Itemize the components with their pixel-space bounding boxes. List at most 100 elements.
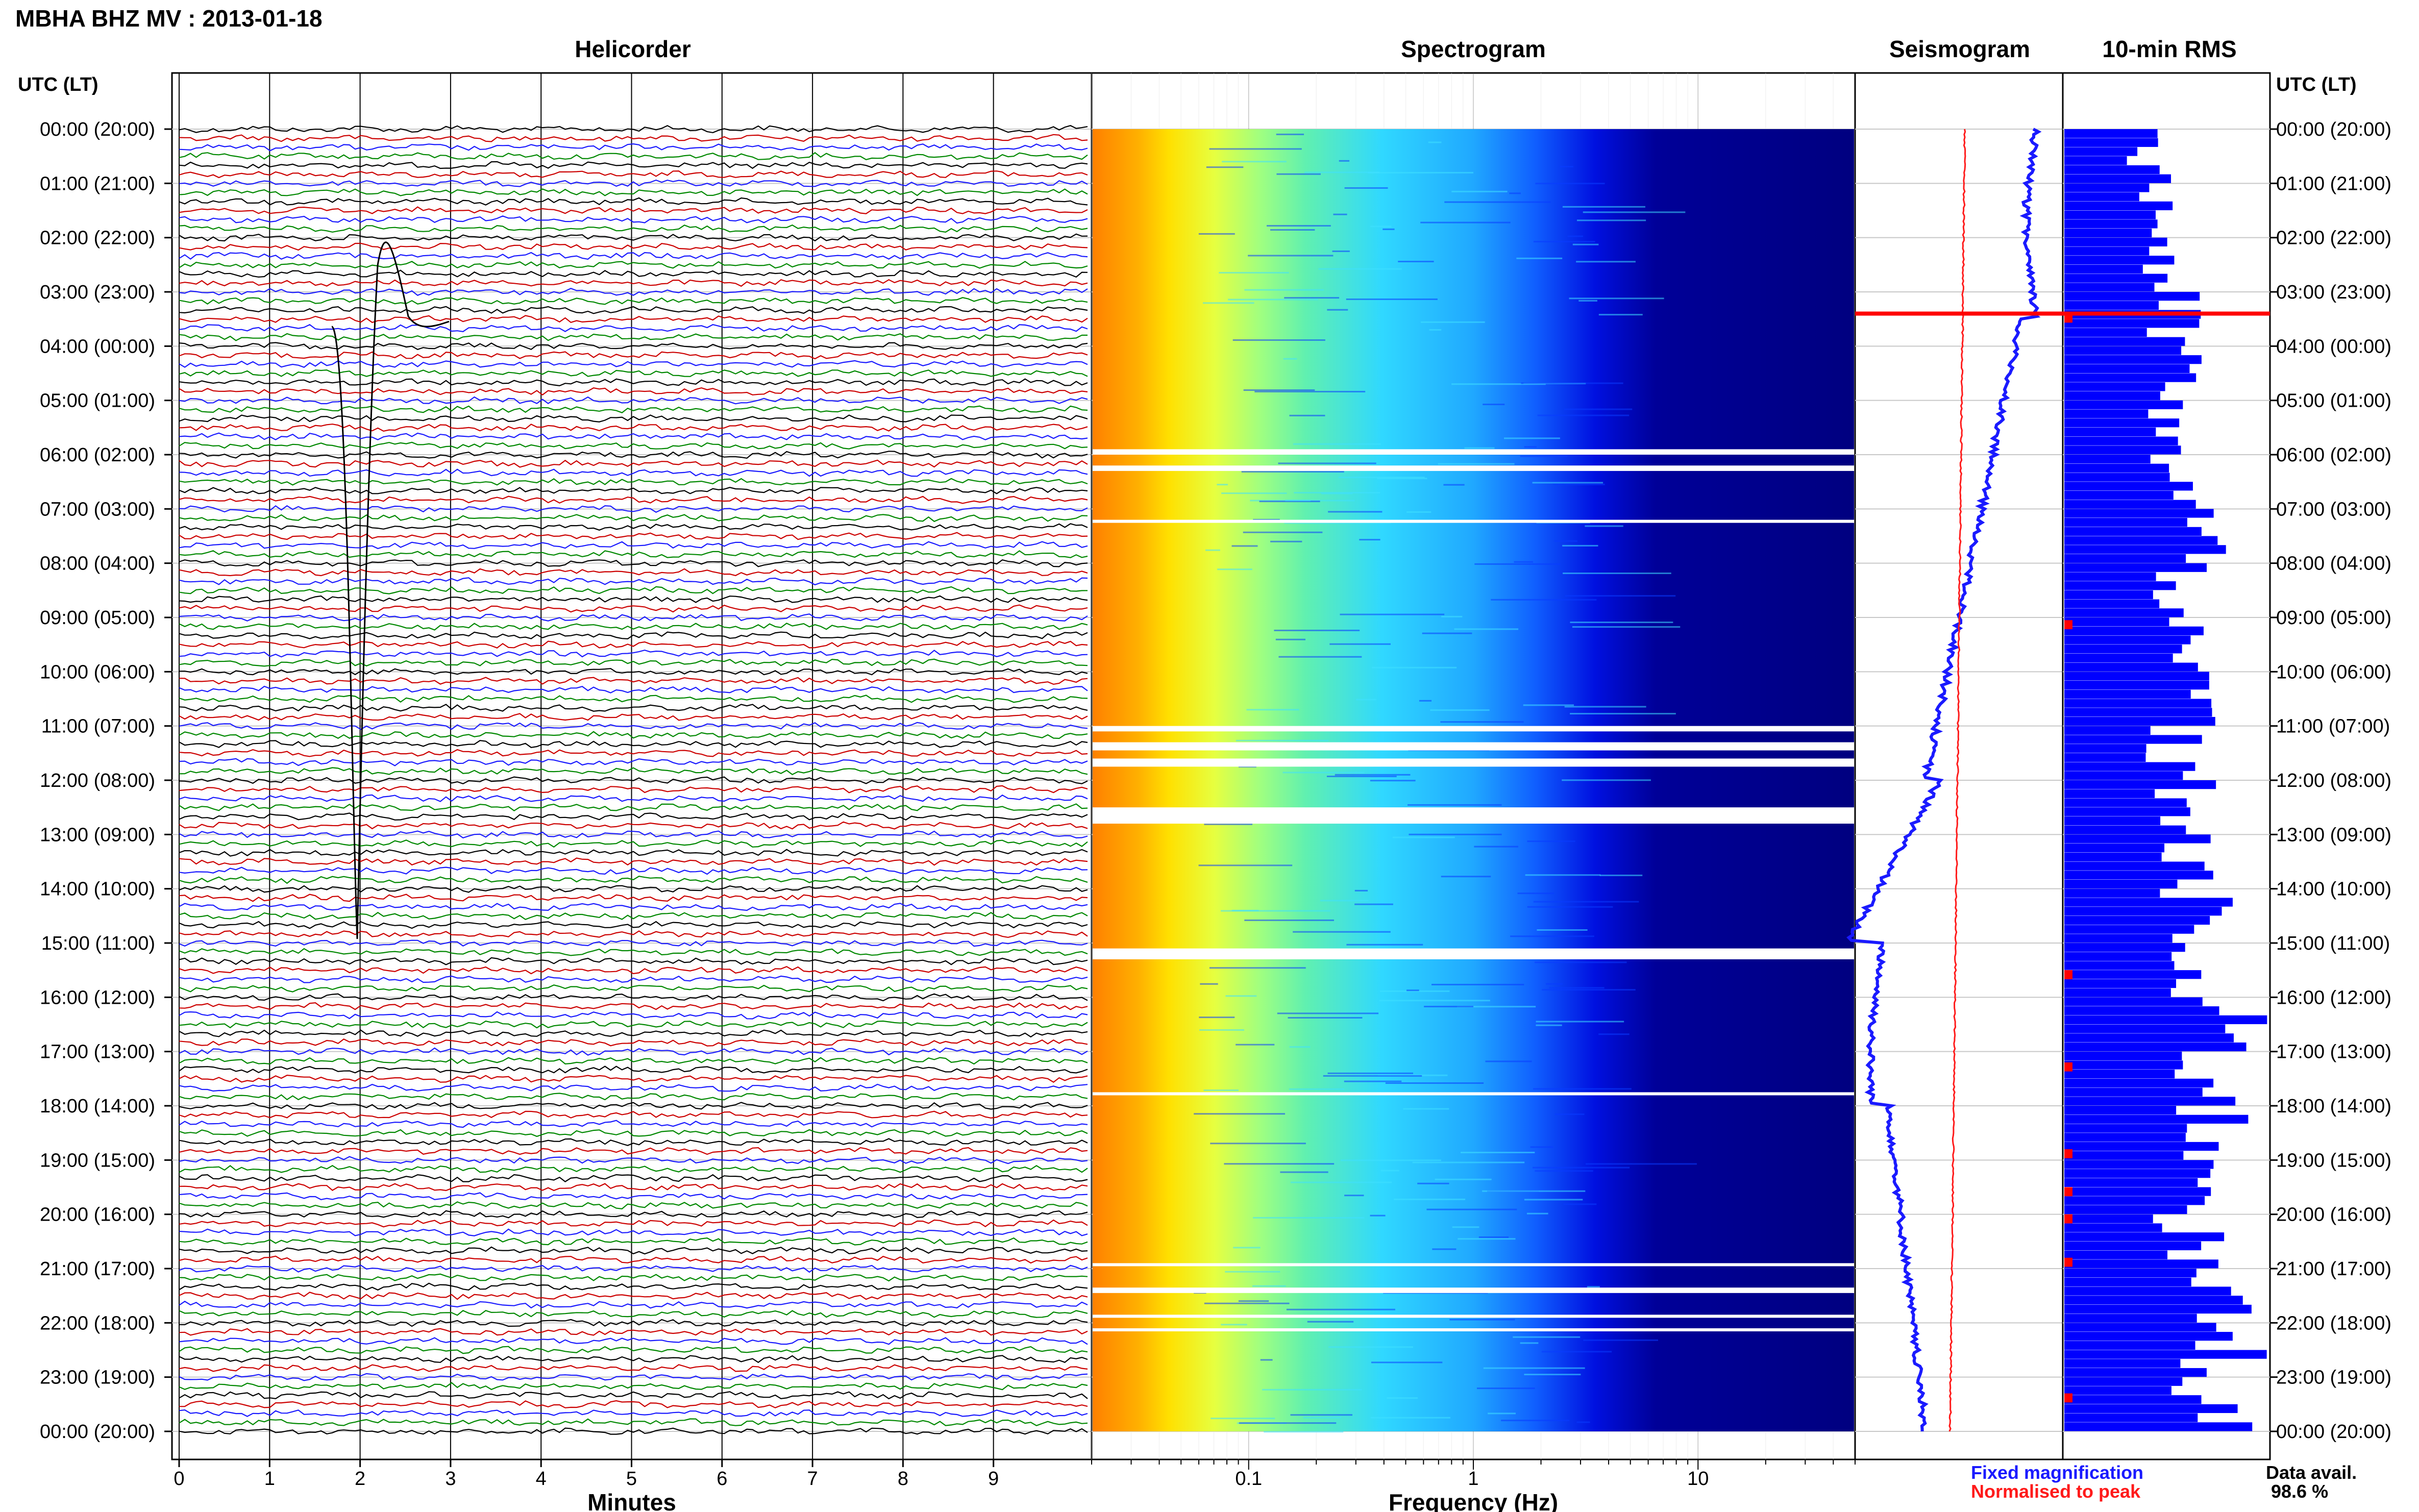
rms-bar bbox=[2064, 1051, 2182, 1060]
spectrogram-noise bbox=[1307, 1321, 1354, 1323]
spectrogram-noise bbox=[1244, 289, 1324, 291]
helicorder-trace bbox=[179, 369, 1088, 377]
helicorder-trace bbox=[179, 876, 1088, 884]
helicorder-trace bbox=[179, 233, 1088, 242]
spectrogram-noise bbox=[1527, 906, 1613, 908]
spectrogram-noise bbox=[1282, 772, 1365, 774]
spectrogram-noise bbox=[1199, 1017, 1235, 1019]
seismogram-gridlines bbox=[1855, 129, 2063, 1432]
rms-red-marker bbox=[2064, 1149, 2072, 1158]
rms-bar bbox=[2064, 400, 2183, 409]
helicorder-trace bbox=[179, 1164, 1088, 1173]
helicorder-trace bbox=[179, 1427, 1088, 1435]
rms-bar bbox=[2064, 436, 2178, 445]
spectrogram-noise bbox=[1228, 299, 1318, 301]
spectrogram-noise bbox=[1372, 666, 1457, 668]
spectrogram-gap bbox=[1093, 726, 1854, 732]
y-tick-label-left: 05:00 (01:00) bbox=[40, 390, 155, 412]
rms-bar bbox=[2064, 780, 2216, 789]
spectrogram-noise bbox=[1586, 1163, 1697, 1165]
rms-bar bbox=[2064, 979, 2177, 988]
spectrogram-noise bbox=[1225, 995, 1257, 997]
rms-bar bbox=[2064, 509, 2214, 518]
spectrogram-noise bbox=[1303, 1417, 1341, 1419]
y-tick-label-right: 22:00 (18:00) bbox=[2276, 1312, 2391, 1334]
y-tick-label-left: 13:00 (09:00) bbox=[40, 824, 155, 846]
spectrogram-gap bbox=[1093, 1315, 1854, 1318]
spectrogram-noise bbox=[1546, 983, 1563, 985]
y-tick-label-right: 21:00 (17:00) bbox=[2276, 1258, 2391, 1280]
helicorder-trace bbox=[179, 468, 1088, 477]
spectrogram-noise bbox=[1224, 1163, 1335, 1165]
spectrogram-noise bbox=[1441, 876, 1491, 878]
helicorder-trace bbox=[179, 1400, 1088, 1408]
spectrogram-noise bbox=[1318, 268, 1402, 270]
helicorder-trace bbox=[179, 188, 1088, 196]
rms-red-marker bbox=[2064, 1257, 2072, 1267]
spectrogram-noise bbox=[1221, 910, 1330, 912]
rms-bar bbox=[2064, 1205, 2187, 1214]
rms-bar bbox=[2064, 1304, 2252, 1314]
spectrogram-noise bbox=[1533, 1167, 1630, 1169]
spectrogram-noise bbox=[1370, 780, 1416, 782]
rms-bar bbox=[2064, 689, 2191, 699]
rms-bar bbox=[2064, 364, 2190, 373]
y-tick-label-left: 00:00 (20:00) bbox=[40, 1421, 155, 1443]
spectrogram-noise bbox=[1535, 183, 1605, 185]
rms-bar bbox=[2064, 771, 2183, 780]
rms-bar bbox=[2064, 1214, 2153, 1223]
rms-bar bbox=[2064, 1277, 2191, 1286]
rms-bar bbox=[2064, 626, 2204, 635]
helicorder-trace bbox=[179, 405, 1088, 413]
spectrogram-noise bbox=[1221, 1324, 1247, 1326]
rms-bar bbox=[2064, 283, 2155, 292]
helicorder-trace bbox=[179, 396, 1088, 405]
spectrogram-noise bbox=[1578, 300, 1597, 302]
helicorder-trace bbox=[179, 677, 1088, 685]
helicorder-trace bbox=[179, 930, 1088, 938]
helicorder-trace bbox=[179, 342, 1088, 350]
spectrogram-noise bbox=[1290, 1414, 1352, 1416]
spectrogram-noise bbox=[1458, 1238, 1516, 1240]
seismogram-frame bbox=[1854, 72, 2064, 1460]
helicorder-trace bbox=[179, 1409, 1088, 1418]
rms-bar bbox=[2064, 1223, 2162, 1232]
spectrogram-gap bbox=[1093, 742, 1854, 751]
spectrogram-noise bbox=[1385, 1082, 1484, 1084]
helicorder-trace bbox=[179, 776, 1088, 784]
spectrogram-noise bbox=[1338, 477, 1425, 479]
seismogram-fixed-trace bbox=[1846, 128, 2042, 1432]
spectrogram-noise bbox=[1535, 961, 1627, 963]
helicorder-trace bbox=[179, 279, 1088, 287]
spectrogram-noise bbox=[1441, 615, 1463, 617]
seismogram-title: Seismogram bbox=[1889, 36, 2030, 62]
rms-bar bbox=[2064, 807, 2190, 816]
rms-bar bbox=[2064, 898, 2233, 907]
helicorder-trace bbox=[179, 1047, 1088, 1056]
rms-bar bbox=[2064, 672, 2209, 681]
y-tick-label-left: 16:00 (12:00) bbox=[40, 987, 155, 1008]
y-tick-label-right: 11:00 (07:00) bbox=[2276, 716, 2390, 737]
rms-bar bbox=[2064, 391, 2160, 401]
helicorder-trace bbox=[179, 206, 1088, 214]
rms-bar bbox=[2064, 183, 2150, 192]
rms-bar bbox=[2064, 445, 2181, 455]
rms-bar bbox=[2064, 1259, 2218, 1269]
spectrogram-noise bbox=[1419, 700, 1432, 702]
helicorder-trace bbox=[179, 306, 1088, 314]
spectrogram-noise bbox=[1461, 1152, 1535, 1154]
rms-bar bbox=[2064, 536, 2218, 545]
data-availability-value: 98.6 % bbox=[2271, 1481, 2328, 1502]
spectrogram-noise bbox=[1232, 339, 1325, 341]
spectrogram-noise bbox=[1267, 225, 1331, 227]
rms-bar bbox=[2064, 455, 2151, 464]
rms-bar bbox=[2064, 1006, 2219, 1015]
y-tick-label-right: 15:00 (11:00) bbox=[2276, 933, 2390, 954]
spectrogram-noise bbox=[1576, 1421, 1590, 1423]
helicorder-x-tick-label: 1 bbox=[264, 1468, 275, 1490]
helicorder-trace bbox=[179, 134, 1088, 142]
helicorder-traces bbox=[179, 125, 1088, 1435]
helicorder-trace bbox=[179, 767, 1088, 776]
spectrogram-noise bbox=[1598, 314, 1643, 316]
spectrogram-noise bbox=[1474, 563, 1561, 565]
